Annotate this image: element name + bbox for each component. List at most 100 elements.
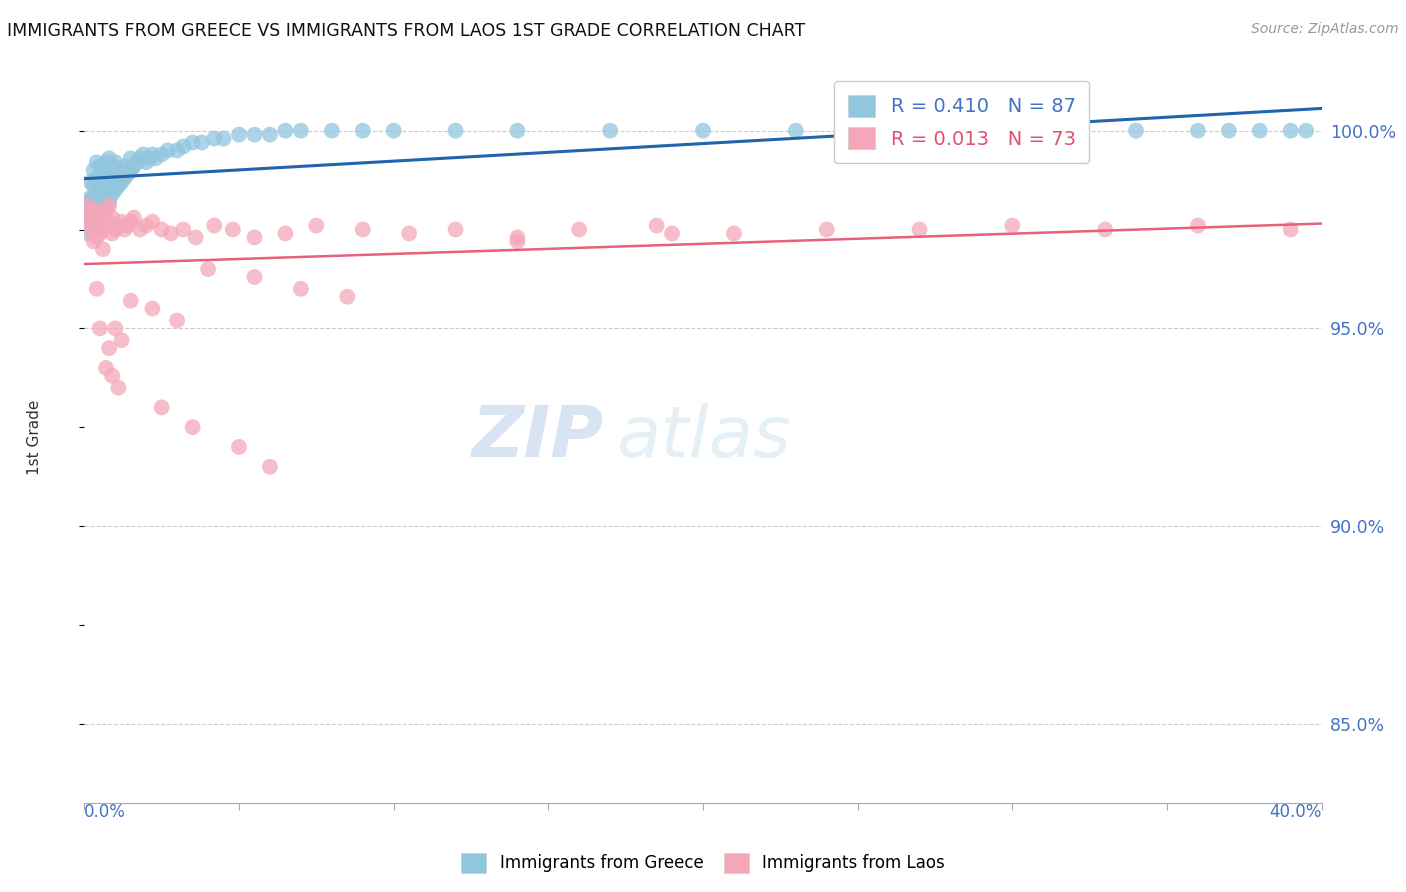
Point: [599, 123, 621, 137]
Point: [506, 230, 529, 244]
Point: [114, 159, 136, 173]
Point: [86, 230, 108, 244]
Point: [141, 301, 163, 316]
Point: [76, 211, 98, 225]
Point: [1295, 123, 1317, 137]
Point: [94, 219, 117, 233]
Point: [89, 207, 111, 221]
Point: [94, 202, 117, 217]
Point: [129, 222, 152, 236]
Point: [91, 163, 114, 178]
Point: [1187, 219, 1209, 233]
Text: 0.0%: 0.0%: [84, 803, 127, 821]
Point: [104, 222, 127, 236]
Point: [908, 222, 931, 236]
Point: [321, 123, 343, 137]
Point: [91, 242, 114, 256]
Legend: Immigrants from Greece, Immigrants from Laos: Immigrants from Greece, Immigrants from …: [454, 847, 952, 880]
Point: [79, 202, 101, 217]
Point: [197, 262, 219, 277]
Point: [212, 131, 235, 145]
Point: [1279, 222, 1302, 236]
Point: [86, 199, 108, 213]
Point: [98, 341, 121, 355]
Point: [94, 360, 117, 375]
Point: [160, 227, 183, 241]
Point: [132, 147, 155, 161]
Point: [79, 222, 101, 236]
Point: [444, 123, 467, 137]
Point: [86, 214, 108, 228]
Point: [181, 136, 204, 150]
Point: [91, 222, 114, 236]
Point: [79, 219, 101, 233]
Point: [290, 123, 312, 137]
Point: [243, 230, 266, 244]
Point: [1249, 123, 1271, 137]
Point: [76, 194, 98, 209]
Point: [222, 222, 245, 236]
Point: [150, 147, 173, 161]
Point: [166, 313, 188, 327]
Point: [91, 211, 114, 225]
Point: [117, 219, 139, 233]
Point: [129, 152, 152, 166]
Point: [120, 163, 142, 178]
Point: [815, 222, 838, 236]
Point: [120, 293, 142, 308]
Point: [228, 440, 250, 454]
Point: [1032, 123, 1054, 137]
Point: [98, 152, 121, 166]
Point: [120, 152, 142, 166]
Point: [107, 179, 129, 194]
Point: [107, 167, 129, 181]
Point: [181, 420, 204, 434]
Point: [89, 159, 111, 173]
Point: [107, 219, 129, 233]
Point: [135, 155, 157, 169]
Point: [104, 171, 127, 186]
Point: [122, 211, 145, 225]
Point: [83, 235, 105, 249]
Point: [83, 191, 105, 205]
Point: [382, 123, 405, 137]
Point: [290, 282, 312, 296]
Point: [1279, 123, 1302, 137]
Point: [1218, 123, 1240, 137]
Point: [101, 227, 124, 241]
Point: [79, 175, 101, 189]
Point: [114, 171, 136, 186]
Point: [83, 163, 105, 178]
Point: [76, 199, 98, 213]
Point: [172, 222, 194, 236]
Point: [202, 131, 225, 145]
Point: [166, 144, 188, 158]
Point: [1125, 123, 1147, 137]
Point: [122, 159, 145, 173]
Point: [110, 333, 132, 347]
Point: [336, 290, 359, 304]
Point: [723, 227, 745, 241]
Point: [138, 152, 160, 166]
Point: [101, 175, 124, 189]
Point: [101, 159, 124, 173]
Point: [98, 214, 121, 228]
Point: [79, 191, 101, 205]
Point: [785, 123, 807, 137]
Point: [259, 128, 281, 142]
Text: ZIP: ZIP: [472, 402, 605, 472]
Point: [444, 222, 467, 236]
Point: [83, 202, 105, 217]
Point: [86, 171, 108, 186]
Point: [1001, 219, 1024, 233]
Point: [191, 136, 214, 150]
Point: [104, 321, 127, 335]
Point: [352, 123, 374, 137]
Point: [228, 128, 250, 142]
Point: [110, 175, 132, 189]
Point: [114, 222, 136, 236]
Point: [98, 199, 121, 213]
Point: [661, 227, 683, 241]
Point: [83, 179, 105, 194]
Point: [86, 282, 108, 296]
